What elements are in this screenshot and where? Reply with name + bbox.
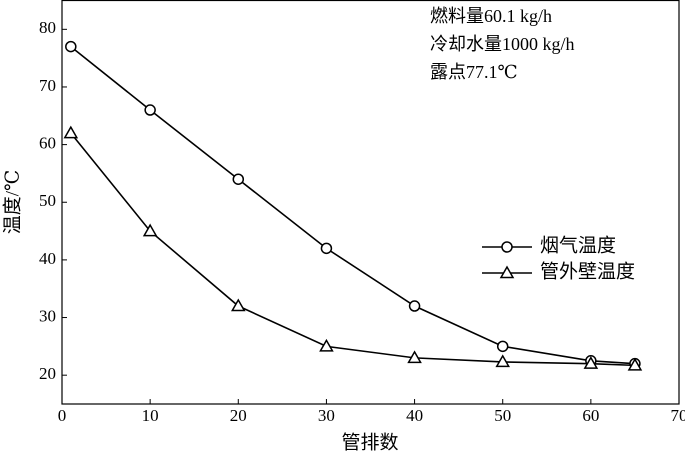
y-tick-label: 50	[39, 191, 56, 210]
x-axis-label: 管排数	[341, 431, 398, 453]
x-tick-label: 10	[142, 406, 159, 425]
series-line	[70, 132, 635, 367]
y-tick-label: 80	[39, 18, 56, 37]
x-tick-label: 50	[494, 406, 511, 425]
y-tick-label: 20	[39, 364, 56, 383]
marker	[408, 300, 421, 312]
marker	[65, 40, 77, 53]
x-tick-label: 30	[318, 406, 335, 425]
legend-label: 烟气温度	[540, 234, 616, 256]
annotation: 露点77.1℃	[430, 62, 518, 82]
x-tick-label: 0	[58, 406, 67, 425]
plot-frame	[61, 0, 680, 405]
marker	[495, 354, 511, 368]
x-tick-label: 20	[230, 406, 247, 425]
marker	[501, 241, 513, 253]
x-tick-label: 70	[671, 406, 685, 425]
series-line	[70, 45, 635, 365]
y-axis-label: 温度/℃	[1, 170, 23, 235]
marker	[232, 173, 245, 185]
y-tick-label: 30	[39, 306, 56, 325]
marker	[583, 356, 599, 369]
marker	[320, 242, 333, 255]
y-tick-label: 70	[39, 76, 56, 95]
marker	[63, 125, 79, 139]
marker	[407, 350, 422, 364]
annotation: 燃料量60.1 kg/h	[430, 6, 552, 26]
marker	[319, 338, 334, 352]
y-tick-label: 40	[39, 249, 56, 268]
x-tick-label: 40	[406, 406, 423, 425]
marker	[144, 104, 156, 116]
y-tick-label: 60	[39, 134, 56, 153]
annotation: 冷却水量1000 kg/h	[430, 34, 575, 54]
x-tick-label: 60	[582, 406, 599, 425]
marker	[496, 340, 509, 353]
marker	[230, 298, 246, 312]
marker	[142, 223, 158, 237]
legend-label: 管外壁温度	[540, 260, 635, 282]
marker	[499, 265, 515, 279]
marker	[627, 357, 643, 371]
